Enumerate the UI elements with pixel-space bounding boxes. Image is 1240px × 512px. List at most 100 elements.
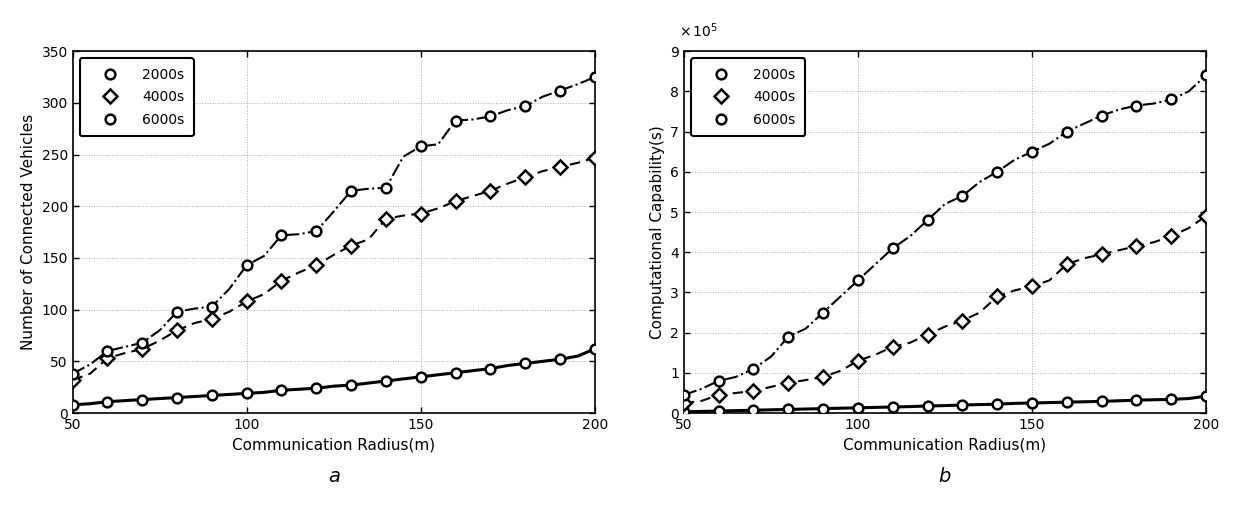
- 2000s: [1094, 398, 1109, 404]
- 2000s: [239, 390, 254, 396]
- 6000s: [746, 366, 761, 372]
- 6000s: [920, 217, 935, 223]
- 4000s: [920, 332, 935, 338]
- 4000s: [1024, 283, 1039, 289]
- 2000s: [1128, 397, 1143, 403]
- 4000s: [239, 298, 254, 305]
- 6000s: [413, 143, 428, 150]
- 6000s: [205, 304, 219, 310]
- 4000s: [135, 346, 150, 352]
- 6000s: [885, 245, 900, 251]
- 4000s: [1094, 251, 1109, 258]
- 6000s: [309, 228, 324, 234]
- 4000s: [1199, 213, 1214, 219]
- 2000s: [309, 385, 324, 391]
- Text: $\times\,10^5$: $\times\,10^5$: [678, 22, 718, 40]
- 4000s: [553, 164, 568, 170]
- 2000s: [885, 404, 900, 410]
- 2000s: [816, 406, 831, 412]
- 6000s: [274, 232, 289, 238]
- 4000s: [746, 388, 761, 394]
- 4000s: [990, 293, 1004, 300]
- 4000s: [1128, 243, 1143, 249]
- 2000s: [588, 346, 603, 352]
- 4000s: [274, 278, 289, 284]
- 6000s: [712, 378, 727, 384]
- 2000s: [518, 360, 533, 367]
- 4000s: [309, 262, 324, 268]
- 4000s: [851, 358, 866, 364]
- 2000s: [135, 396, 150, 402]
- 2000s: [1199, 393, 1214, 399]
- 2000s: [1164, 396, 1179, 402]
- 6000s: [482, 113, 497, 119]
- 6000s: [1094, 113, 1109, 119]
- 2000s: [781, 407, 796, 413]
- Line: 2000s: 2000s: [680, 391, 1211, 417]
- 6000s: [170, 309, 185, 315]
- 2000s: [66, 402, 81, 408]
- Text: b: b: [939, 467, 951, 486]
- 4000s: [413, 210, 428, 217]
- Line: 6000s: 6000s: [680, 71, 1211, 400]
- 4000s: [588, 155, 603, 161]
- 2000s: [205, 392, 219, 398]
- 4000s: [955, 317, 970, 324]
- 6000s: [1199, 72, 1214, 78]
- 6000s: [677, 392, 692, 398]
- 4000s: [816, 374, 831, 380]
- 2000s: [274, 387, 289, 393]
- 4000s: [170, 327, 185, 333]
- 6000s: [343, 188, 358, 194]
- 2000s: [746, 407, 761, 413]
- 4000s: [1164, 233, 1179, 239]
- 4000s: [712, 392, 727, 398]
- 2000s: [100, 398, 115, 404]
- 2000s: [955, 402, 970, 408]
- Line: 6000s: 6000s: [68, 72, 600, 378]
- 2000s: [413, 374, 428, 380]
- 6000s: [553, 88, 568, 94]
- X-axis label: Communication Radius(m): Communication Radius(m): [232, 437, 435, 453]
- 2000s: [553, 356, 568, 362]
- 2000s: [712, 408, 727, 414]
- 4000s: [205, 316, 219, 322]
- Line: 2000s: 2000s: [68, 344, 600, 410]
- 4000s: [1059, 261, 1074, 267]
- 6000s: [66, 371, 81, 377]
- 4000s: [885, 344, 900, 350]
- 2000s: [343, 382, 358, 388]
- 4000s: [518, 174, 533, 180]
- 2000s: [1024, 400, 1039, 406]
- 6000s: [990, 169, 1004, 175]
- 2000s: [170, 394, 185, 400]
- 6000s: [135, 339, 150, 346]
- Line: 4000s: 4000s: [68, 153, 600, 385]
- 6000s: [100, 348, 115, 354]
- 4000s: [100, 355, 115, 361]
- 2000s: [448, 370, 463, 376]
- 6000s: [781, 334, 796, 340]
- 6000s: [448, 117, 463, 123]
- 4000s: [448, 198, 463, 204]
- 2000s: [990, 401, 1004, 407]
- X-axis label: Communication Radius(m): Communication Radius(m): [843, 437, 1047, 453]
- 6000s: [1128, 102, 1143, 109]
- Text: a: a: [327, 467, 340, 486]
- 6000s: [851, 278, 866, 284]
- 4000s: [482, 188, 497, 194]
- 2000s: [677, 409, 692, 415]
- 4000s: [781, 380, 796, 386]
- Legend: 2000s, 4000s, 6000s: 2000s, 4000s, 6000s: [691, 58, 805, 136]
- 2000s: [378, 378, 393, 384]
- 6000s: [588, 74, 603, 80]
- 6000s: [1059, 129, 1074, 135]
- 6000s: [816, 309, 831, 315]
- 2000s: [851, 404, 866, 411]
- 6000s: [955, 193, 970, 199]
- Y-axis label: Computational Capability(s): Computational Capability(s): [650, 125, 665, 339]
- 4000s: [343, 243, 358, 249]
- Legend: 2000s, 4000s, 6000s: 2000s, 4000s, 6000s: [79, 58, 193, 136]
- 6000s: [239, 262, 254, 268]
- 2000s: [482, 366, 497, 372]
